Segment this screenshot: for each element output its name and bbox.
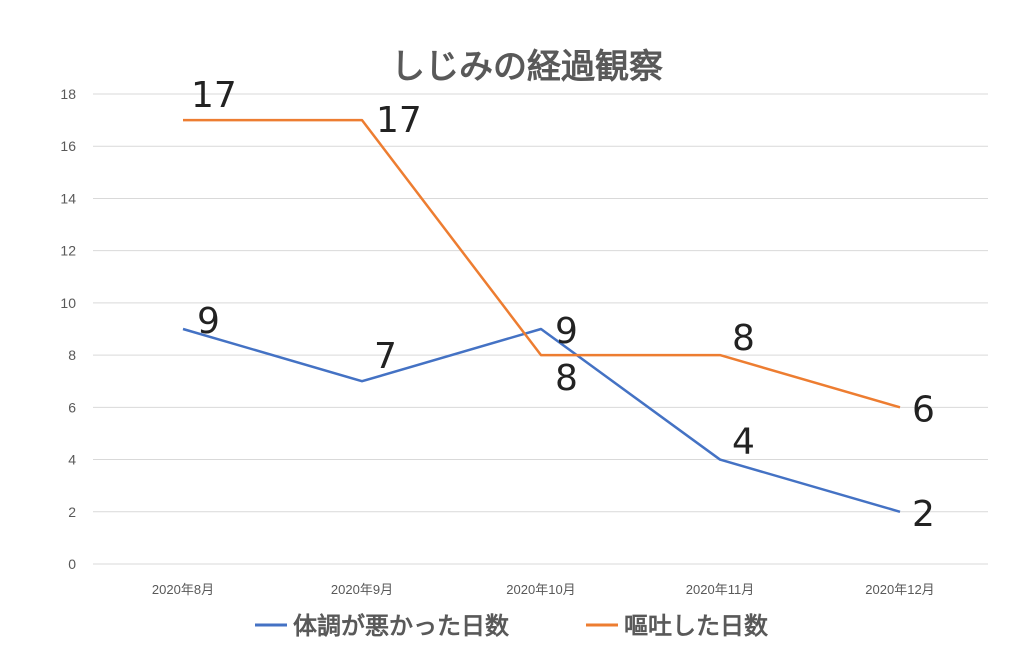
y-tick-label: 10	[60, 295, 76, 311]
x-axis-ticks: 2020年8月 2020年9月 2020年10月 2020年11月 2020年12月	[152, 582, 935, 597]
data-label: 2	[912, 494, 935, 535]
data-label: 17	[191, 75, 237, 116]
y-tick-label: 14	[60, 190, 76, 206]
data-label: 17	[376, 100, 422, 141]
x-tick-label: 2020年9月	[331, 582, 393, 597]
y-tick-label: 8	[68, 347, 76, 363]
y-tick-label: 4	[68, 452, 76, 468]
y-tick-label: 6	[68, 399, 76, 415]
data-label: 9	[555, 311, 578, 352]
x-tick-label: 2020年10月	[506, 582, 575, 597]
data-label: 9	[197, 301, 220, 342]
legend: 体調が悪かった日数 嘔吐した日数	[255, 612, 769, 640]
series-line-0	[182, 327, 901, 513]
data-label: 8	[732, 318, 755, 359]
series-lines	[182, 118, 901, 513]
y-tick-label: 16	[60, 138, 76, 154]
series-line-1	[183, 118, 901, 409]
y-tick-label: 2	[68, 504, 76, 520]
y-tick-label: 12	[60, 243, 76, 259]
legend-label-0: 体調が悪かった日数	[293, 612, 510, 640]
x-tick-label: 2020年8月	[152, 582, 214, 597]
y-tick-label: 18	[60, 86, 76, 102]
y-tick-label: 0	[68, 556, 76, 572]
y-axis-ticks: 0 2 4 6 8 10 12 14 16 18	[60, 86, 76, 572]
data-label: 6	[912, 389, 935, 430]
x-tick-label: 2020年12月	[865, 582, 934, 597]
data-labels: 9 7 9 4 2 17 17 8 8 6	[191, 75, 935, 535]
data-label: 8	[555, 358, 578, 399]
data-label: 7	[374, 336, 397, 377]
chart-title: しじみの経過観察	[391, 47, 663, 87]
data-label: 4	[732, 422, 755, 463]
legend-label-1: 嘔吐した日数	[624, 612, 769, 640]
x-tick-label: 2020年11月	[686, 582, 754, 597]
